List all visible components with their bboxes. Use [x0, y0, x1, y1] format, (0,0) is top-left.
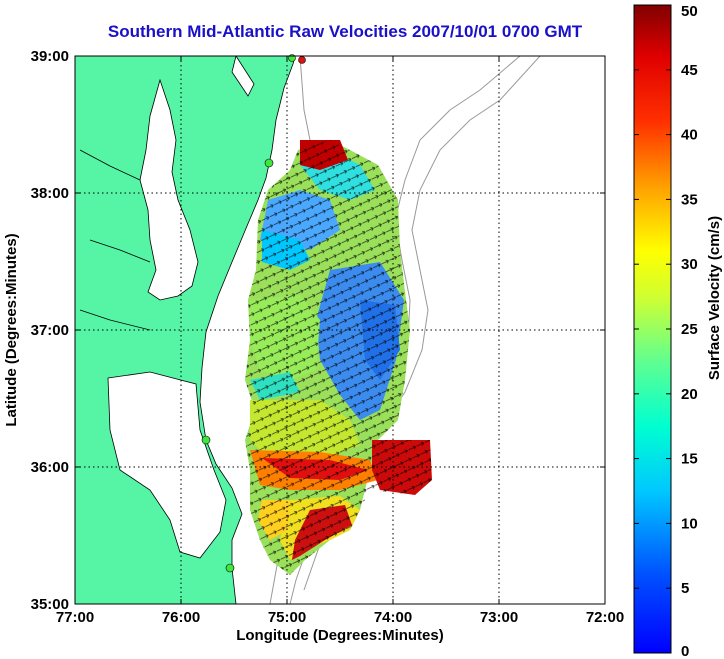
potomac-river	[79, 149, 151, 331]
lat-tick-label: 37:00	[31, 322, 69, 339]
lat-tick-label: 36:00	[31, 459, 69, 476]
longitude-ticks: 77:00 76:00 75:00 74:00 73:00 72:00	[56, 56, 624, 626]
colorbar-tick-label: 35	[681, 191, 698, 208]
chesapeake-bay	[139, 78, 199, 301]
grid-lines	[75, 56, 605, 604]
colorbar-tick-label: 30	[681, 256, 698, 273]
station-marker	[264, 158, 274, 168]
colorbar-label: Surface Velocity (cm/s)	[706, 216, 723, 380]
colorbar-tick-label: 0	[681, 643, 689, 659]
colorbar-tick-label: 15	[681, 451, 698, 468]
lon-tick-label: 73:00	[480, 609, 518, 626]
colorbar-tick-label: 20	[681, 386, 698, 403]
colorbar-tick-label: 40	[681, 127, 698, 144]
lat-tick-label: 39:00	[31, 48, 69, 65]
velocity-field	[245, 140, 432, 575]
lat-tick-label: 38:00	[31, 185, 69, 202]
colorbar-tick-label: 25	[681, 321, 698, 338]
lon-tick-label: 76:00	[162, 609, 200, 626]
colorbar-tick-label: 10	[681, 515, 698, 532]
station-marker	[298, 56, 306, 64]
delaware-bay	[231, 56, 255, 97]
y-axis-label: Latitude (Degrees:Minutes)	[3, 233, 20, 426]
colorbar-tick-label: 5	[681, 580, 689, 597]
radar-stations	[201, 54, 306, 573]
colorbar-ticks: 0 5 10 15 20 25 30 35 40 45 50	[634, 3, 698, 659]
x-axis-label: Longitude (Degrees:Minutes)	[236, 627, 444, 644]
station-marker	[225, 563, 235, 573]
colorbar-tick-label: 45	[681, 62, 698, 79]
latitude-ticks: 39:00 38:00 37:00 36:00 35:00	[31, 48, 605, 613]
pamlico-sound	[107, 371, 227, 559]
colorbar-tick-label: 50	[681, 3, 698, 20]
lon-tick-label: 77:00	[56, 609, 94, 626]
lon-tick-label: 75:00	[268, 609, 306, 626]
map-title: Southern Mid-Atlantic Raw Velocities 200…	[107, 22, 583, 41]
colorbar	[633, 4, 672, 654]
lon-tick-label: 74:00	[374, 609, 412, 626]
lon-tick-label: 72:00	[586, 609, 624, 626]
lat-tick-label: 35:00	[31, 596, 69, 613]
station-marker	[201, 435, 211, 445]
